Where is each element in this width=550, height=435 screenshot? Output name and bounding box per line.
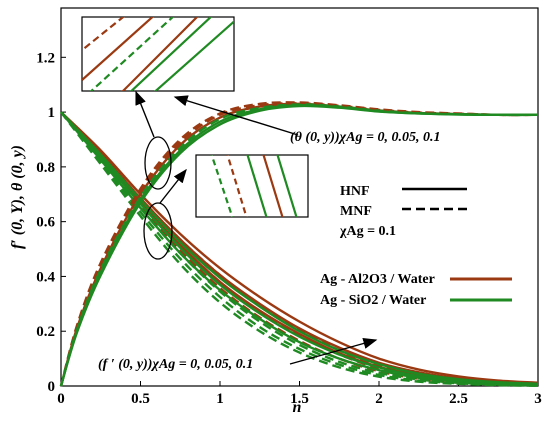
temperature-series-line	[59, 103, 539, 387]
y-axis-label: f′ (0, Y), θ (0, y)	[9, 145, 26, 249]
axis-ticks: 0 0.5 1 1.5 2 2.5 3 0 0.2 0.4 0.6 0.8 1 1.2	[36, 50, 542, 407]
legend-chi-label: χAg = 0.1	[339, 224, 396, 239]
theta-inset-arrow	[135, 90, 155, 138]
velocity-series-line	[60, 111, 539, 386]
x-tick-label: 3	[534, 391, 542, 407]
inset-theta	[81, 16, 235, 92]
theta-region-ellipse	[144, 136, 172, 190]
x-tick-label: 0	[57, 391, 65, 407]
inset-velocity	[195, 154, 309, 218]
temperature-series-line	[59, 103, 539, 387]
x-tick-label: 2.5	[449, 391, 468, 407]
x-tick-label: 0.5	[131, 391, 150, 407]
temperature-series-line	[59, 102, 539, 387]
fprime-annotation: (f ′ (0, y))χAg = 0, 0.05, 0.1	[98, 357, 253, 372]
fprime-annotation-arrow	[289, 337, 378, 365]
velocity-series-line	[60, 111, 539, 387]
y-tick-label: 0.4	[36, 269, 55, 285]
legend-hnf-label: HNF	[340, 184, 370, 199]
y-tick-label: 0.8	[36, 160, 55, 176]
y-tick-label: 1.2	[36, 50, 55, 66]
velocity-series-line	[60, 111, 539, 387]
theta-annotation-arrow	[173, 95, 299, 136]
curves	[59, 101, 539, 387]
y-tick-label: 0.2	[36, 324, 55, 340]
velocity-region-ellipse	[143, 202, 173, 260]
velocity-series-line	[60, 111, 539, 387]
x-tick-label: 2	[375, 391, 383, 407]
y-tick-label: 0.6	[36, 215, 55, 231]
velocity-series-line	[60, 111, 539, 387]
velocity-inset-arrow	[159, 168, 187, 204]
x-axis-label: n	[293, 399, 302, 416]
legend-mnf-label: MNF	[340, 204, 372, 219]
fluid-legend: Ag - Al2O3 / Water Ag - SiO2 / Water	[320, 272, 512, 308]
y-tick-label: 1	[48, 105, 56, 121]
legend-al2o3-label: Ag - Al2O3 / Water	[320, 272, 435, 287]
linestyle-legend: HNF MNF χAg = 0.1	[339, 184, 467, 239]
legend-sio2-label: Ag - SiO2 / Water	[320, 293, 426, 308]
velocity-series-line	[60, 111, 539, 387]
temperature-series-line	[59, 102, 539, 387]
y-tick-label: 0	[48, 379, 56, 395]
theta-annotation: (θ (0, y))χAg = 0, 0.05, 0.1	[290, 130, 440, 145]
velocity-series-line	[60, 111, 539, 387]
x-tick-label: 1	[216, 391, 224, 407]
velocity-series-line	[60, 111, 539, 387]
temperature-series-line	[59, 104, 539, 387]
x-tick-label: 1.5	[290, 391, 309, 407]
